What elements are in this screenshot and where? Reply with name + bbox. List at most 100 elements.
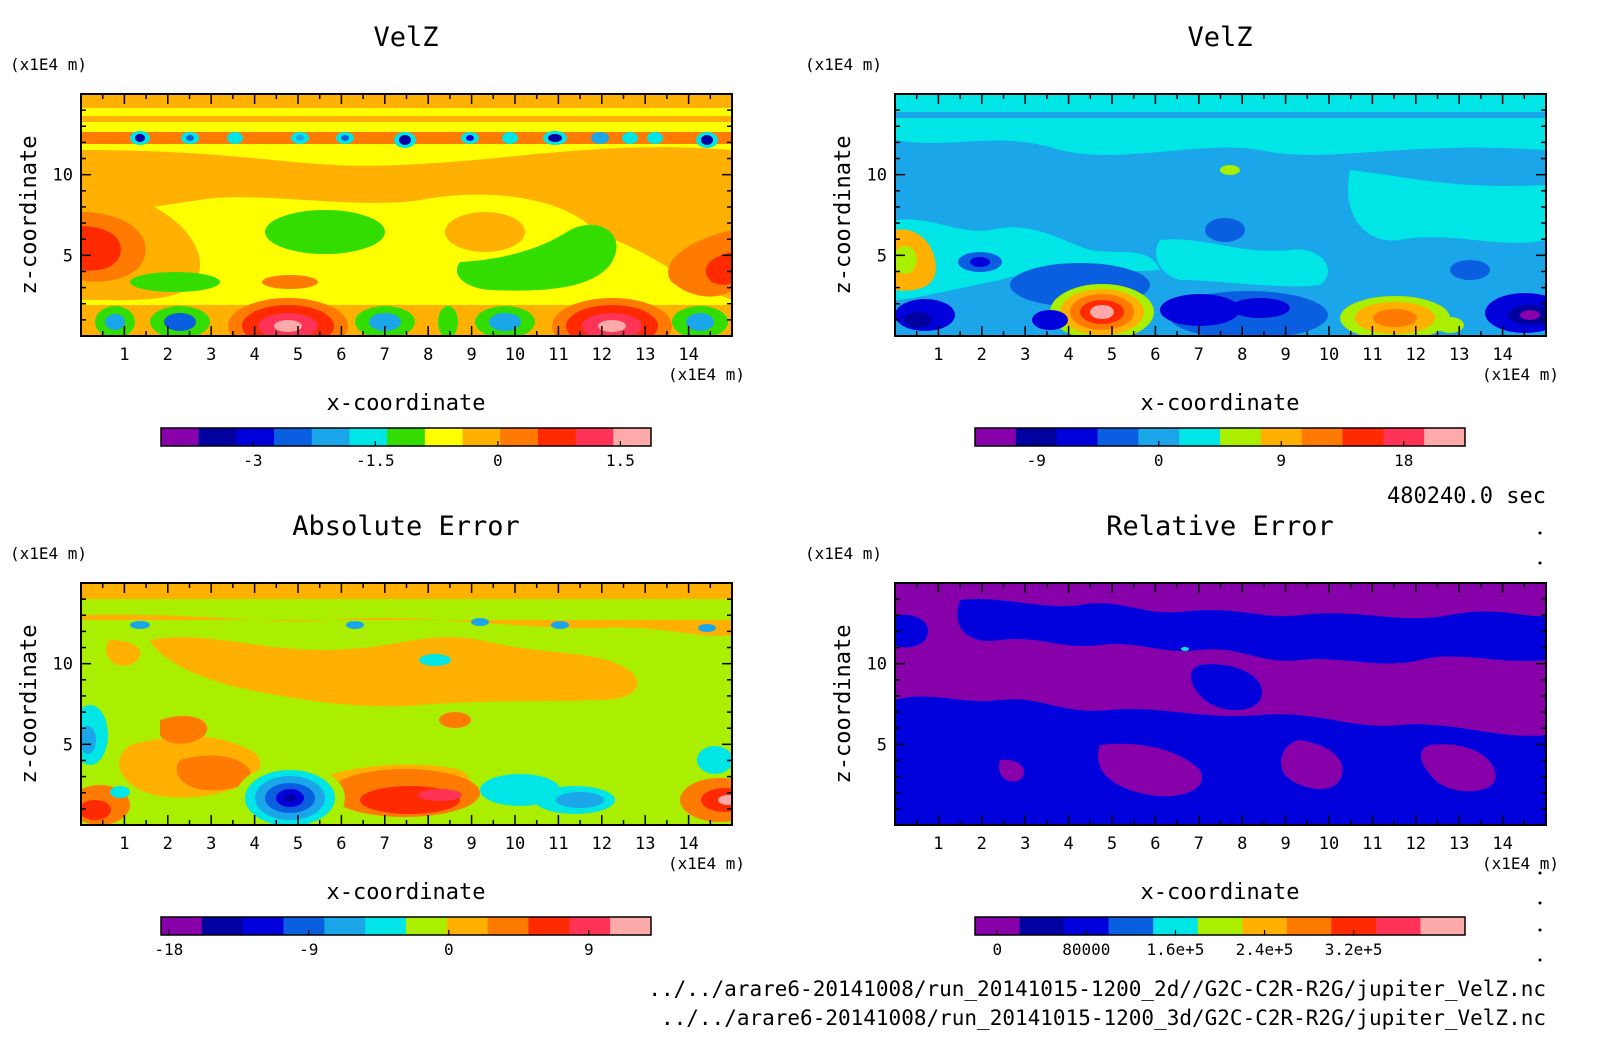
colorbar-swatch: [161, 428, 200, 446]
x-tick-label: 2: [977, 345, 987, 365]
x-tick-label: 10: [505, 345, 525, 365]
x-tick-label: 12: [1406, 345, 1426, 365]
x-tick-marks: 1 2 3 4 5 6 7 8 9 10 11 12 13 14: [101, 94, 712, 365]
colorbar-swatch: [1331, 917, 1377, 935]
colorbar-swatch: [1179, 428, 1221, 446]
x-tick-label: 4: [1063, 834, 1073, 854]
colorbar-swatch: [500, 428, 539, 446]
x-tick-label: 4: [249, 345, 259, 365]
colorbar-tick-label: -3: [243, 451, 262, 470]
x-tick-label: 11: [1362, 345, 1382, 365]
x-tick-label: 13: [635, 834, 655, 854]
x-tick-label: 2: [163, 345, 173, 365]
x-tick-marks: 1 2 3 4 5 6 7 8 9 10 11 12 13 14: [915, 583, 1526, 854]
colorbar-swatch: [387, 428, 426, 446]
colorbar-tick-label: 80000: [1062, 940, 1110, 959]
colorbar-frame: [160, 427, 652, 447]
colorbar-swatch: [201, 917, 244, 935]
colorbar-tick-label: 1.6e+5: [1147, 940, 1205, 959]
x-tick-label: 12: [592, 345, 612, 365]
colorbar-swatch: [406, 917, 448, 935]
colorbar-swatch: [1242, 917, 1288, 935]
x-tick-label: 5: [293, 834, 303, 854]
colorbar-tick-label: 0: [444, 940, 454, 959]
colorbar-tick-label: 2.4e+5: [1236, 940, 1294, 959]
x-tick-label: 9: [466, 345, 476, 365]
colorbar-swatch: [236, 428, 275, 446]
colorbar-tick-label: 0: [1154, 451, 1164, 470]
colorbar-swatch: [274, 428, 313, 446]
x-unit-label: (x1E4 m): [1482, 854, 1559, 873]
y-axis-label: z-coordinate: [831, 136, 856, 295]
colorbar-swatch: [1197, 917, 1243, 935]
colorbar-swatch: [487, 917, 529, 935]
colorbar-swatch: [1424, 428, 1466, 446]
y-tick-marks: 5 10: [53, 109, 732, 321]
panel-velz-2d: VelZ (x1E4 m): [10, 22, 745, 470]
panel-title: Absolute Error: [292, 511, 520, 542]
x-tick-label: 10: [505, 834, 525, 854]
x-tick-label: 3: [206, 834, 216, 854]
colorbar: -3 -1.5 0 1.5: [160, 427, 652, 470]
colorbar: 0 80000 1.6e+5 2.4e+5 3.2e+5: [974, 916, 1466, 959]
margin-dots: [1538, 531, 1542, 962]
colorbar-swatch: [1019, 917, 1065, 935]
colorbar-swatch: [1286, 917, 1332, 935]
x-tick-label: 8: [423, 834, 433, 854]
x-tick-label: 11: [548, 345, 568, 365]
colorbar-swatch: [975, 917, 1021, 935]
x-tick-label: 10: [1319, 834, 1339, 854]
colorbar-swatch: [424, 428, 464, 446]
colorbar-swatch: [528, 917, 570, 935]
colorbar-swatch: [1260, 428, 1303, 446]
colorbar: -9 0 9 18: [974, 427, 1466, 470]
panel-title: VelZ: [373, 22, 438, 53]
colorbar-swatch: [569, 917, 611, 935]
y-tick-label: 10: [53, 166, 73, 186]
top-vortex-row: [130, 131, 718, 148]
x-unit-label: (x1E4 m): [668, 365, 745, 384]
y-unit-label: (x1E4 m): [805, 544, 882, 563]
x-tick-label: 3: [1020, 345, 1030, 365]
colorbar-swatch: [1064, 917, 1110, 935]
colorbar-swatch: [365, 917, 407, 935]
contour-field: [81, 583, 732, 825]
x-tick-label: 12: [1406, 834, 1426, 854]
x-tick-label: 1: [933, 834, 943, 854]
panel-relative-error: Relative Error (x1E4 m) 1 2 3 4 5 6 7 8 9 10 11 12 1…: [805, 511, 1559, 959]
colorbar-swatch: [1153, 917, 1199, 935]
y-axis-label: z-coordinate: [17, 625, 42, 784]
x-tick-label: 3: [1020, 834, 1030, 854]
colorbar-tick-label: 18: [1394, 451, 1413, 470]
x-tick-label: 13: [1449, 834, 1469, 854]
y-tick-label: 5: [877, 246, 887, 266]
x-tick-label: 7: [380, 834, 390, 854]
x-unit-label: (x1E4 m): [1482, 365, 1559, 384]
x-axis-label: x-coordinate: [327, 391, 486, 416]
panel-title: Relative Error: [1106, 511, 1334, 542]
x-tick-label: 11: [548, 834, 568, 854]
x-tick-label: 1: [933, 345, 943, 365]
x-tick-label: 14: [678, 345, 698, 365]
y-tick-label: 10: [867, 655, 887, 675]
x-tick-label: 6: [1150, 345, 1160, 365]
x-tick-label: 8: [423, 345, 433, 365]
y-unit-label: (x1E4 m): [805, 55, 882, 74]
x-tick-label: 7: [1194, 345, 1204, 365]
x-tick-label: 14: [678, 834, 698, 854]
colorbar-swatch: [1420, 917, 1466, 935]
x-tick-label: 4: [249, 834, 259, 854]
colorbar-swatch: [1138, 428, 1180, 446]
colorbar-swatch: [1301, 428, 1343, 446]
x-tick-label: 10: [1319, 345, 1339, 365]
x-tick-marks: 1 2 3 4 5 6 7 8 9 10 11 12 13 14: [101, 583, 712, 854]
x-tick-label: 11: [1362, 834, 1382, 854]
colorbar-frame: [974, 916, 1466, 936]
x-tick-label: 3: [206, 345, 216, 365]
x-tick-label: 14: [1492, 345, 1512, 365]
x-tick-label: 12: [592, 834, 612, 854]
colorbar-swatch: [283, 917, 325, 935]
colorbar-swatch: [446, 917, 489, 935]
colorbar: -18 -9 0 9: [154, 916, 652, 959]
colorbar-swatch: [324, 917, 366, 935]
